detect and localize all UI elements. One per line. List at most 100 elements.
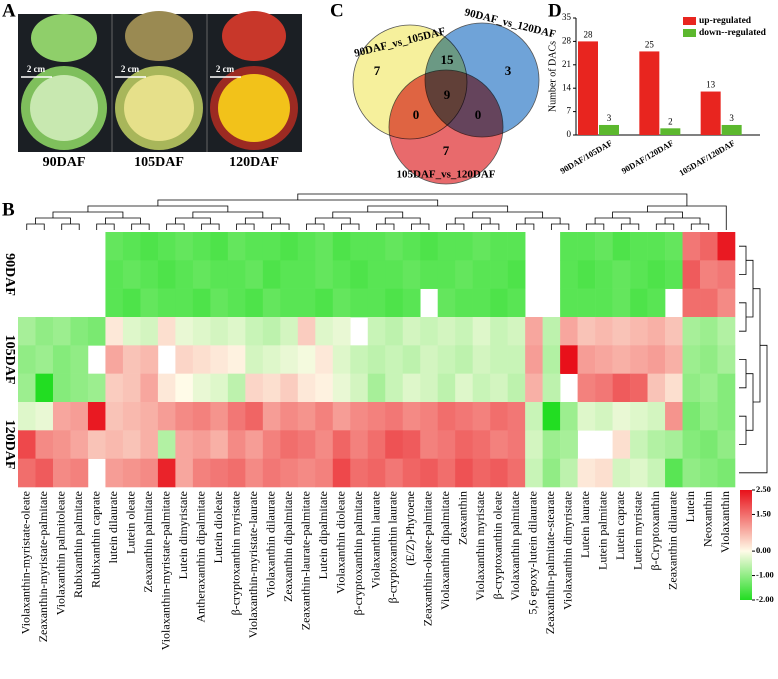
heatmap-cell	[595, 232, 613, 261]
heatmap-cell	[245, 288, 264, 318]
heatmap-cell	[402, 345, 421, 374]
bar-value-label: 2	[668, 116, 673, 126]
heatmap-cell	[682, 260, 701, 289]
heatmap-cell	[367, 345, 386, 374]
heatmap-cell	[455, 373, 473, 403]
heatmap-cell	[122, 288, 141, 318]
bar-value-label: 3	[729, 113, 734, 123]
panel-label: B	[2, 199, 15, 220]
heatmap-cell	[332, 288, 351, 318]
column-dendrogram	[26, 193, 727, 230]
heatmap-cell	[332, 345, 351, 374]
bar-value-label: 25	[645, 39, 655, 49]
heatmap-cell	[262, 402, 281, 431]
column-label: Antheraxanthin dipalmitate	[193, 491, 207, 623]
colorbar-tick-label: -2.00	[756, 594, 774, 604]
column-label: Violaxanthin dimyristate	[561, 491, 575, 610]
heatmap-cell	[612, 288, 631, 318]
heatmap-cell	[420, 373, 439, 403]
heatmap-cell	[402, 232, 421, 261]
heatmap-cell	[717, 260, 736, 289]
heatmap-cell	[665, 402, 683, 431]
heatmap-cell	[315, 373, 334, 403]
heatmap-cell	[332, 430, 351, 459]
heatmap-cell	[192, 345, 211, 374]
heatmap-cell	[472, 458, 491, 488]
colorbar-tick-label: -1.00	[756, 570, 774, 580]
heatmap-cell	[227, 373, 246, 403]
y-tick-label: 7	[567, 106, 572, 116]
heatmap-cell	[140, 317, 159, 346]
heatmap-cell	[402, 260, 421, 289]
photo-panel: 2 cm 2 cm 2 cm 90DAF 105DAF 120DAF	[18, 11, 302, 170]
heatmap-cell	[122, 345, 141, 374]
heatmap-cell	[647, 458, 666, 488]
column-label: 5,6 epoxy-lutein dilaurate	[526, 491, 540, 615]
heatmap-cell	[210, 260, 229, 289]
heatmap-cell	[455, 458, 473, 488]
heatmap-cell	[385, 402, 404, 431]
heatmap-cell	[612, 317, 631, 346]
column-label: Zeaxanthin-oleate-palmitate	[421, 491, 435, 626]
column-label: Lutein dimyristate	[176, 491, 190, 579]
colorbar-tick-label: 0.00	[756, 545, 771, 555]
column-label: β-cryptoxanthin laurate	[386, 491, 400, 603]
heatmap-cell	[210, 430, 229, 459]
heatmap-cell	[175, 232, 194, 261]
heatmap-cell	[385, 430, 404, 459]
heatmap-cell	[525, 402, 543, 431]
heatmap-cell	[175, 260, 194, 289]
x-tick-label: 90DAF/105DAF	[558, 138, 614, 176]
heatmap-cell	[472, 317, 491, 346]
heatmap-cell	[437, 317, 456, 346]
heatmap-cell	[332, 232, 351, 261]
heatmap-cell	[192, 458, 211, 488]
heatmap-cell	[560, 458, 578, 488]
heatmap-cell	[280, 260, 299, 289]
heatmap-cell	[630, 288, 648, 318]
heatmap-cell	[52, 317, 71, 346]
heatmap-cell	[210, 317, 229, 346]
column-label: (E/Z)-Phytoene	[403, 491, 417, 566]
heatmap-cell	[280, 345, 299, 374]
heatmap-cell	[70, 317, 89, 346]
heatmap-cell	[70, 458, 89, 488]
heatmap-cell	[525, 373, 543, 403]
column-label: Lutein oleate	[123, 491, 137, 554]
heatmap-cell	[122, 430, 141, 459]
heatmap-cell	[490, 260, 508, 289]
heatmap-cell	[18, 430, 36, 459]
heatmap-cell	[717, 373, 736, 403]
heatmap-cell	[420, 458, 439, 488]
heatmap-cell	[595, 373, 613, 403]
row-group-label: 120DAF	[2, 420, 17, 470]
heatmap-cell	[70, 345, 89, 374]
heatmap-cell	[700, 458, 718, 488]
heatmap-cell	[647, 288, 666, 318]
heatmap-cell	[402, 317, 421, 346]
heatmap-cell	[140, 430, 159, 459]
heatmap-cell	[227, 288, 246, 318]
heatmap-cell	[612, 232, 631, 261]
heatmap-cell	[35, 458, 54, 488]
heatmap-cell	[385, 317, 404, 346]
column-label: Lutein	[683, 491, 697, 522]
venn-diagram: 90DAF_vs_105DAF90DAF_vs_120DAF105DAF_vs_…	[352, 6, 557, 185]
heatmap-cell	[700, 373, 718, 403]
heatmap-cell	[507, 345, 526, 374]
heatmap-cell	[542, 402, 561, 431]
venn-count: 7	[374, 63, 381, 78]
heatmap-cell	[700, 345, 718, 374]
column-label: Zeaxanthin	[456, 491, 470, 545]
heatmap-cell	[577, 288, 596, 318]
heatmap-cell	[717, 458, 736, 488]
heatmap-cell	[297, 232, 316, 261]
venn-set	[388, 69, 504, 185]
heatmap-cell	[262, 288, 281, 318]
heatmap-cell	[437, 288, 456, 318]
heatmap-cell	[227, 345, 246, 374]
heatmap-cell	[665, 345, 683, 374]
heatmap-cell	[192, 260, 211, 289]
venn-count: 9	[444, 87, 451, 102]
heatmap-cell	[455, 288, 473, 318]
